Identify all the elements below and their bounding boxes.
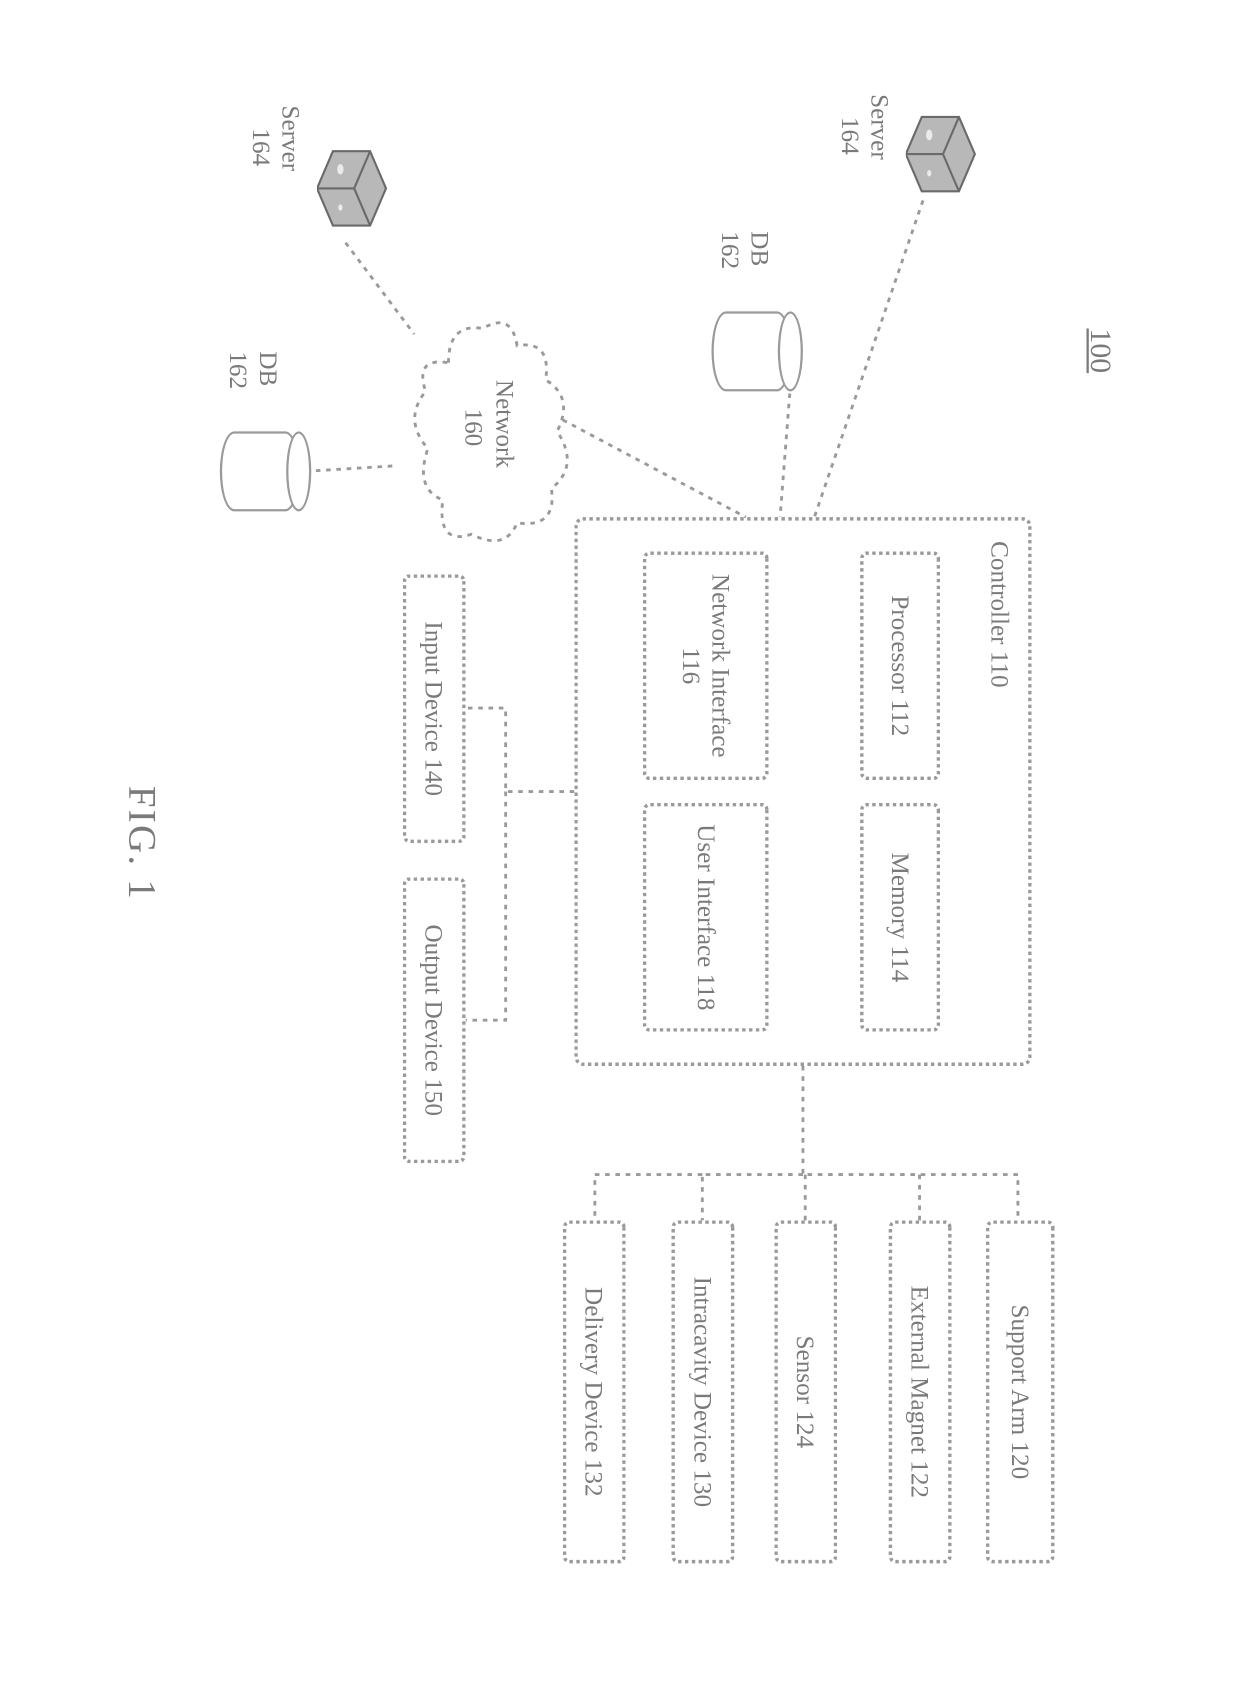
database-icon — [208, 431, 311, 511]
block-output-device: Output Device 150 — [403, 877, 466, 1163]
db-ref: 162 — [223, 351, 253, 389]
block-delivery: Delivery Device 132 — [563, 1220, 626, 1563]
connector-line — [306, 465, 397, 471]
db-ref: 162 — [715, 231, 745, 269]
figure-label: FIG. 1 — [119, 785, 162, 900]
block-processor: Processor 112 — [860, 551, 940, 780]
connector-line — [466, 791, 506, 1020]
server-icon — [906, 99, 980, 208]
server-label: Server — [276, 105, 306, 171]
block-memory: Memory 114 — [860, 802, 940, 1031]
network-label: Network — [490, 379, 520, 467]
db-label: DB — [745, 231, 775, 266]
connector-line — [702, 1174, 803, 1220]
block-user-iface: User Interface 118 — [643, 802, 769, 1031]
block-input-device: Input Device 140 — [403, 574, 466, 843]
connector-line — [466, 708, 575, 791]
block-sensor: Sensor 124 — [774, 1220, 837, 1563]
block-intracavity: Intracavity Device 130 — [671, 1220, 734, 1563]
block-support-arm: Support Arm 120 — [986, 1220, 1055, 1563]
connector-line — [595, 1174, 702, 1220]
block-network-iface: Network Interface 116 — [643, 551, 769, 780]
controller-title: Controller 110 — [985, 541, 1015, 687]
connector-line — [563, 419, 746, 516]
system-ref-label: 100 — [1083, 328, 1117, 373]
connector-line — [814, 200, 923, 517]
block-ext-magnet: External Magnet 122 — [889, 1220, 952, 1563]
server-ref: 164 — [246, 128, 276, 166]
connector-line — [803, 1065, 1018, 1219]
server-icon — [317, 134, 391, 243]
network-ref: 160 — [459, 408, 489, 446]
server-label: Server — [865, 94, 895, 160]
db-label: DB — [253, 351, 283, 386]
database-icon — [700, 311, 803, 391]
server-ref: 164 — [835, 116, 865, 154]
